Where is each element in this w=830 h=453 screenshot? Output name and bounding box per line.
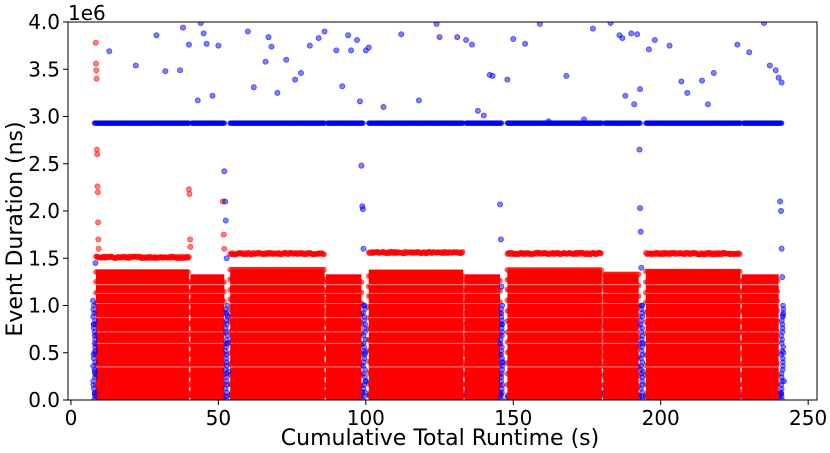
blue-outlier-point [522, 40, 529, 47]
blue-outlier-point [634, 31, 641, 38]
blue-band-point [360, 120, 366, 126]
blue-outlier-point [268, 43, 275, 50]
blue-band-point [637, 120, 643, 126]
blue-outlier-point [292, 76, 299, 83]
blue-outlier-point [746, 49, 753, 56]
blue-outlier-point [628, 30, 635, 37]
blue-outlier-point [666, 42, 673, 49]
red-point [185, 269, 191, 275]
blue-outlier-point [274, 89, 281, 96]
blue-outlier-point [504, 76, 511, 83]
red-band-point [186, 254, 192, 260]
red-point [221, 298, 227, 305]
blue-outlier-point [710, 70, 717, 77]
blue-outlier-point [436, 34, 443, 41]
blue-band-point [498, 120, 505, 126]
blue-outlier-point [297, 70, 304, 77]
blue-outlier-point [698, 77, 705, 84]
blue-outlier-point [474, 107, 481, 114]
blue-outlier-point [203, 40, 210, 47]
blue-outlier-point [622, 92, 629, 99]
blue-outlier-point [678, 78, 685, 85]
blue-outlier-point [185, 41, 192, 48]
blue-outlier-point [651, 36, 658, 43]
blue-outlier-point [265, 34, 272, 41]
red-point [497, 277, 503, 284]
blue-outlier-point [356, 98, 363, 105]
blue-outlier-point [415, 97, 422, 104]
red-point [358, 289, 365, 296]
blue-outlier-point [607, 22, 614, 26]
blue-outlier-point [321, 28, 328, 35]
red-band-point [459, 248, 466, 255]
blue-outlier-point [215, 42, 222, 49]
series-red [92, 39, 781, 400]
blue-outlier-point [132, 62, 139, 69]
red-point [459, 325, 466, 332]
blue-outlier-point [315, 35, 322, 42]
blue-outlier-point [468, 41, 475, 48]
red-point [459, 304, 466, 310]
blue-band-point [221, 120, 228, 126]
blue-outlier-point [645, 46, 652, 53]
blue-outlier-point [510, 36, 517, 43]
blue-outlier-point [480, 112, 487, 119]
blue-outlier-point [775, 74, 782, 81]
plot-area [90, 22, 787, 400]
red-point [221, 279, 227, 285]
red-point [459, 293, 466, 299]
blue-outlier-point [545, 118, 552, 125]
blue-outlier-point [353, 36, 360, 43]
blue-outlier-point [365, 44, 372, 51]
blue-outlier-point [589, 25, 596, 32]
red-point [598, 349, 605, 356]
blue-outlier-point [489, 72, 496, 79]
blue-outlier-point [250, 84, 257, 91]
blue-outlier-point [177, 67, 184, 74]
blue-outlier-point [637, 86, 644, 93]
blue-outlier-point [209, 92, 216, 99]
blue-outlier-point [244, 28, 251, 35]
blue-outlier-point [200, 30, 207, 37]
blue-outlier-point [778, 79, 785, 86]
blue-outlier-point [162, 68, 169, 75]
blue-outlier-point [262, 58, 269, 65]
blue-outlier-point [766, 62, 773, 69]
red-point [321, 266, 327, 273]
blue-outlier-point [194, 97, 201, 104]
blue-outlier-point [398, 31, 405, 38]
blue-outlier-point [339, 83, 346, 90]
blue-outlier-point [631, 101, 638, 108]
blue-outlier-point [454, 34, 461, 41]
blue-outlier-point [306, 42, 313, 49]
blue-outlier-point [581, 116, 588, 123]
blue-outlier-point [760, 22, 767, 26]
blue-outlier-point [563, 72, 570, 79]
blue-outlier-point [345, 32, 352, 39]
blue-outlier-point [734, 41, 741, 48]
blue-outlier-point [772, 67, 779, 74]
blue-outlier-point [153, 32, 160, 39]
red-point [358, 279, 365, 286]
blue-outlier-point [463, 36, 470, 43]
blue-outlier-point [197, 22, 204, 26]
blue-band-point [778, 120, 785, 126]
red-band-point [321, 251, 327, 258]
blue-outlier-point [283, 56, 290, 63]
blue-outlier-point [180, 24, 187, 31]
blue-outlier-point [619, 35, 626, 42]
blue-outlier-point [106, 48, 113, 55]
blue-outlier-point [704, 101, 711, 108]
blue-outlier-point [684, 89, 691, 96]
blue-outlier-point [380, 104, 387, 111]
blue-outlier-point [348, 47, 355, 54]
blue-outlier-point [333, 47, 340, 54]
